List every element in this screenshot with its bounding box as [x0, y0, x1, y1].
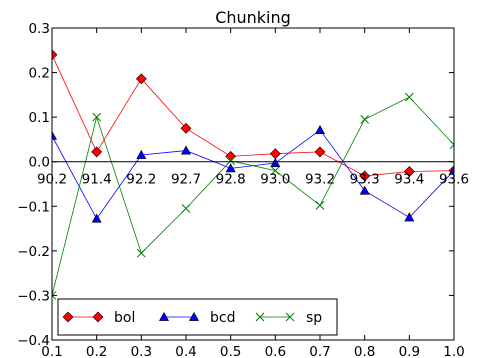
zero-line-label: 92.2 — [126, 172, 156, 188]
data-point-bcd — [448, 165, 454, 175]
x-tick-label: 0.7 — [309, 344, 330, 358]
zero-line-label: 93.3 — [350, 172, 380, 188]
data-point-sp — [270, 166, 280, 175]
y-tick-label: 0.2 — [29, 66, 50, 82]
zero-line-label: 93.0 — [260, 172, 290, 188]
x-tick-label: 0.8 — [354, 344, 375, 358]
legend-label-sp: sp — [306, 310, 322, 326]
data-point-bol — [225, 150, 237, 162]
y-tick-label: 0.1 — [29, 110, 50, 126]
legend-label-bol: bol — [114, 310, 135, 326]
data-point-sp — [226, 156, 236, 166]
y-tick-label: −0.1 — [17, 199, 50, 215]
x-tick-label: 0.2 — [86, 344, 107, 358]
legend-label-bcd: bcd — [210, 310, 235, 326]
data-point-sp — [404, 92, 414, 102]
data-point-sp — [315, 201, 325, 210]
x-tick-label: 0.6 — [265, 344, 286, 358]
data-point-bcd — [136, 149, 147, 159]
legend-marker-bol — [62, 311, 74, 323]
legend: bol bcd sp — [57, 298, 338, 336]
x-tick-label: 0.1 — [41, 344, 62, 358]
data-point-bol — [403, 166, 415, 177]
data-point-bol — [52, 49, 58, 61]
series-line-sp — [52, 96, 454, 296]
legend-marker-bcd — [158, 311, 170, 321]
x-tick-label: 0.5 — [220, 344, 241, 358]
data-point-bcd — [180, 145, 192, 155]
data-point-bol — [91, 146, 103, 158]
zero-line-label: 91.4 — [82, 172, 112, 188]
data-point-bcd — [91, 213, 102, 223]
x-tick-label: 1.0 — [443, 344, 464, 358]
data-point-sp — [52, 291, 57, 300]
y-tick-label: −0.3 — [17, 288, 50, 304]
y-tick-label: −0.4 — [17, 333, 50, 349]
plot-frame — [51, 27, 455, 341]
data-point-sp — [181, 204, 191, 213]
data-point-sp — [136, 248, 146, 258]
data-point-bcd — [52, 130, 58, 140]
legend-marker-bol — [92, 311, 104, 323]
zero-line-label: 92.7 — [171, 172, 201, 188]
data-point-bcd — [359, 185, 370, 195]
data-point-bcd — [314, 124, 326, 134]
series-line-bol — [52, 54, 454, 177]
data-point-bol — [359, 170, 371, 182]
zero-line-label: 93.2 — [305, 172, 335, 188]
data-point-bcd — [225, 163, 236, 173]
x-tick-label: 0.9 — [399, 344, 420, 358]
data-point-bcd — [270, 157, 281, 167]
legend-marker-sp — [255, 312, 265, 322]
data-point-bol — [135, 73, 147, 85]
x-tick-label: 0.4 — [175, 344, 196, 358]
data-point-sp — [449, 140, 454, 150]
zero-line-label: 92.8 — [216, 172, 246, 188]
data-point-bcd — [404, 212, 415, 222]
data-point-bol — [180, 122, 192, 134]
y-tick-label: 0.0 — [29, 155, 50, 171]
zero-line-layer: 90.2 91.4 92.2 92.7 92.8 93.0 93.2 93.3 93.4 93.6 — [37, 161, 469, 188]
y-tick-label: 0.3 — [29, 21, 50, 37]
data-point-sp — [360, 115, 370, 124]
series-layer — [52, 49, 454, 300]
axis-layer: 0.30.20.10.0−0.1−0.2−0.3−0.40.1 0.2 0.3 0.4… — [17, 21, 465, 358]
data-point-bol — [269, 148, 281, 160]
zero-line-label: 93.4 — [394, 172, 424, 188]
data-point-bol — [314, 146, 326, 158]
x-tick-label: 0.3 — [131, 344, 152, 358]
data-point-sp — [92, 112, 102, 122]
legend-marker-bcd — [188, 311, 200, 321]
legend-marker-sp — [285, 312, 295, 322]
chart-title: Chunking — [215, 8, 291, 27]
y-tick-label: −0.2 — [17, 244, 50, 260]
